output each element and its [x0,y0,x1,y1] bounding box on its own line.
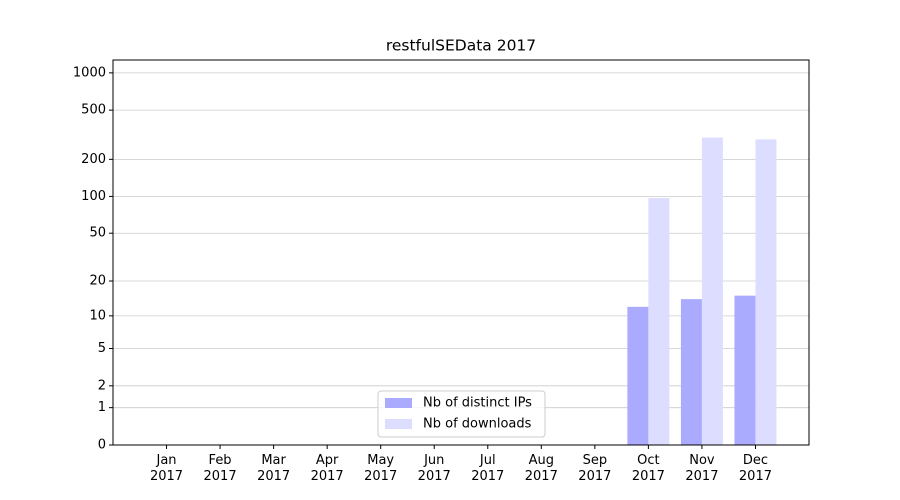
y-tick-label: 100 [81,189,106,204]
bar [734,295,756,445]
y-tick-label: 1000 [73,65,106,80]
grid [113,72,809,446]
y-tick-label: 0 [98,438,106,453]
x-tick-label: Dec 2017 [738,453,772,484]
x-tick-label: Feb 2017 [203,453,237,484]
bar [755,139,777,445]
x-tick-label: Jan 2017 [149,453,184,484]
legend-box [377,390,546,438]
x-tick-label: Sep 2017 [578,453,612,484]
x-tick-label: May 2017 [364,453,398,484]
bar [648,198,670,445]
y-tick-label: 1 [98,400,106,415]
bar [627,306,649,445]
legend-swatch [385,419,412,429]
y-tick-label: 10 [89,308,106,323]
x-tick-label: Aug 2017 [524,453,558,484]
y-tick-label: 200 [81,152,106,167]
x-tick-label: Apr 2017 [310,453,344,484]
legend-swatch [385,398,412,408]
x-tick-label: Nov 2017 [685,453,719,484]
y-tick-label: 20 [89,274,106,289]
plot-frame [112,59,810,446]
bar [680,299,702,445]
y-tick-label: 5 [98,341,106,356]
y-tick-label: 50 [89,226,106,241]
x-tick-label: Jun 2017 [417,453,451,484]
legend-label: Nb of downloads [423,417,532,432]
legend-label: Nb of distinct IPs [423,396,532,411]
x-tick-label: Jul 2017 [471,453,505,484]
y-tick-label: 2 [98,378,106,393]
chart-title: restfulSEData 2017 [386,37,536,55]
y-tick-label: 500 [81,103,106,118]
x-tick-label: Mar 2017 [257,453,291,484]
x-tick-label: Oct 2017 [631,453,665,484]
bar [701,137,723,446]
